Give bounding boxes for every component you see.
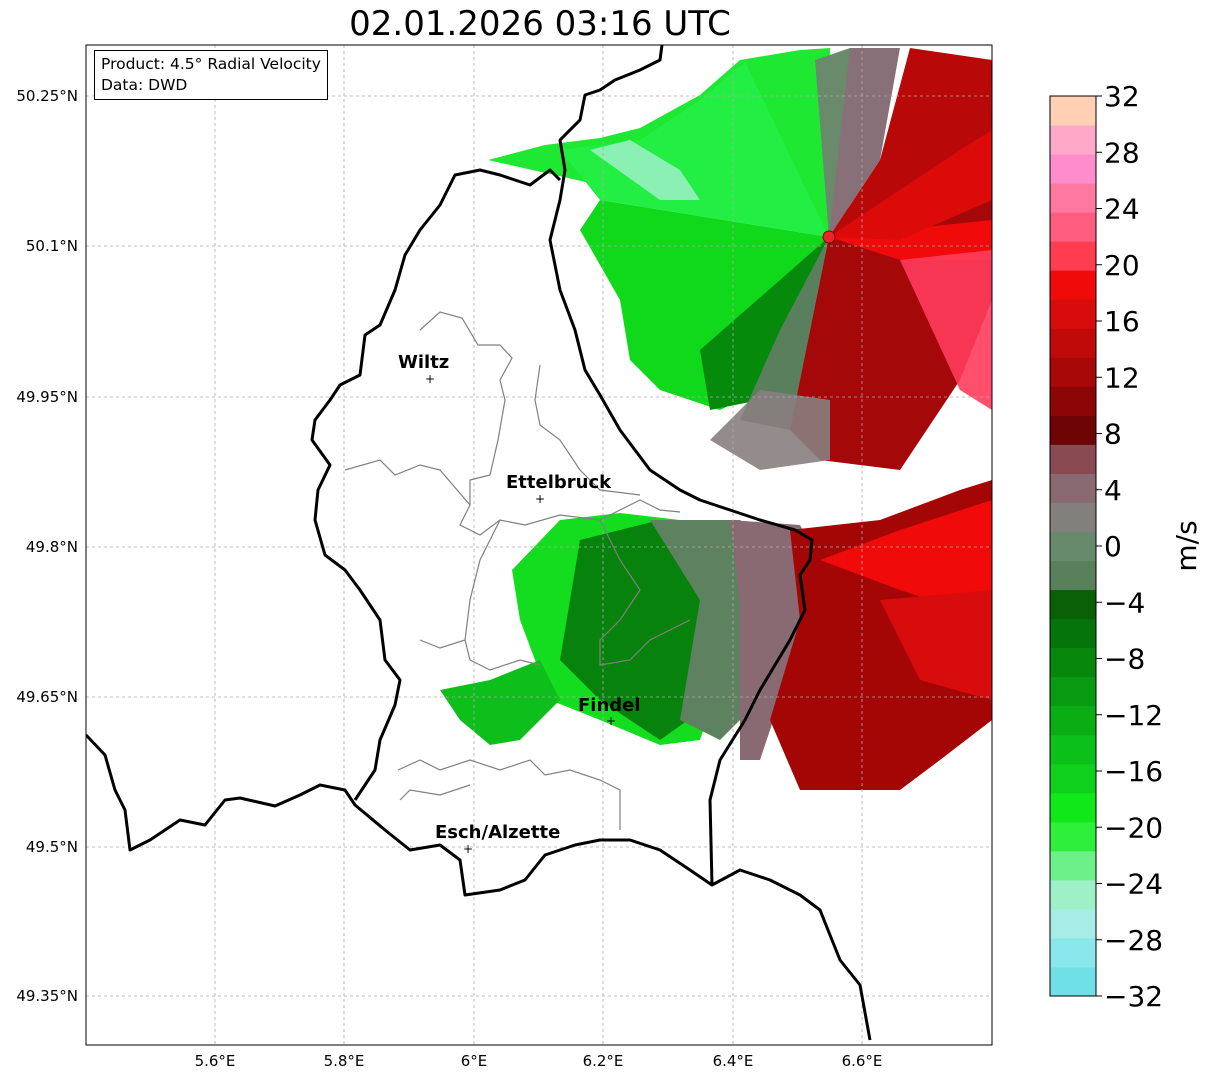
city-marker-wiltz: + (425, 372, 435, 386)
colorbar-tick-label: −20 (1104, 811, 1163, 844)
lon-tick: 6.6°E (842, 1052, 883, 1070)
city-marker-ettelbruck: + (535, 492, 545, 506)
colorbar-swatch (1050, 676, 1096, 707)
colorbar-swatch (1050, 299, 1096, 329)
city-marker-esch: + (463, 842, 473, 856)
colorbar-tick-label: 4 (1104, 474, 1122, 507)
data-source-label: Data: DWD (101, 76, 188, 94)
lat-tick: 50.1°N (26, 237, 78, 255)
city-label-ettelbruck: Ettelbruck (506, 472, 612, 493)
colorbar-swatch (1050, 241, 1096, 271)
lon-tick: 6°E (461, 1052, 488, 1070)
colorbar-tick-label: −24 (1104, 868, 1163, 901)
colorbar-swatch (1050, 966, 1096, 997)
colorbar-tick-label: 20 (1104, 249, 1140, 282)
lon-tick: 6.4°E (713, 1052, 754, 1070)
colorbar-swatch (1050, 589, 1096, 620)
colorbar-ticks: 32 28 24 20 16 12 8 4 0 −4 −8 −12 −16 −20 −24 −28 −32 (1096, 80, 1163, 1013)
colorbar-tick-label: 0 (1104, 530, 1122, 563)
radar-velocity-field (440, 48, 992, 790)
colorbar-frame (1049, 95, 1097, 997)
colorbar-swatch (1050, 357, 1096, 387)
radar-map[interactable]: Wiltz + Ettelbruck + Findel + Esch/Alzet… (0, 0, 1040, 1081)
colorbar-tick-label: 16 (1104, 305, 1140, 338)
colorbar-swatch (1050, 879, 1096, 910)
lat-tick: 50.25°N (16, 87, 78, 105)
lon-tick: 5.6°E (195, 1052, 236, 1070)
lon-tick: 6.2°E (583, 1052, 624, 1070)
colorbar-swatch (1050, 473, 1096, 503)
colorbar-swatch (1050, 270, 1096, 300)
colorbar-swatch (1050, 96, 1096, 126)
colorbar-swatch (1050, 444, 1096, 474)
colorbar-swatch (1050, 531, 1096, 562)
colorbar-swatch (1050, 415, 1096, 445)
colorbar-swatch (1050, 154, 1096, 184)
colorbar-swatch (1050, 560, 1096, 591)
longitude-tick-labels: 5.6°E 5.8°E 6°E 6.2°E 6.4°E 6.6°E (195, 1052, 883, 1070)
map-title: 02.01.2026 03:16 UTC (349, 4, 731, 44)
colorbar-tick-label: −4 (1104, 586, 1145, 619)
plot-frame (85, 44, 993, 1046)
lat-tick: 49.95°N (16, 388, 78, 406)
city-marker-findel: + (606, 714, 616, 728)
colorbar-swatch (1050, 705, 1096, 736)
city-label-findel: Findel (578, 695, 641, 716)
product-label: Product: 4.5° Radial Velocity (101, 55, 321, 73)
colorbar-swatch (1050, 647, 1096, 678)
colorbar-tick-label: 32 (1104, 80, 1140, 113)
radar-site-marker (822, 230, 836, 244)
colorbar-swatch (1050, 328, 1096, 358)
colorbar-swatch (1050, 850, 1096, 881)
product-info-box: Product: 4.5° Radial Velocity Data: DWD (94, 50, 328, 100)
colorbar-tick-label: 28 (1104, 136, 1140, 169)
colorbar-swatch (1050, 183, 1096, 213)
colorbar-swatch (1050, 908, 1096, 939)
colorbar-swatch (1050, 386, 1096, 416)
city-label-wiltz: Wiltz (398, 352, 449, 373)
colorbar-tick-label: 12 (1104, 361, 1140, 394)
colorbar-tick-label: 8 (1104, 418, 1122, 451)
lat-tick: 49.5°N (26, 838, 78, 856)
colorbar-tick-label: −28 (1104, 924, 1163, 957)
colorbar-swatch (1050, 792, 1096, 823)
lon-tick: 5.8°E (324, 1052, 365, 1070)
lat-tick: 49.65°N (16, 688, 78, 706)
canton-borders (344, 311, 691, 830)
colorbar-tick-label: −12 (1104, 699, 1163, 732)
city-markers: Wiltz + Ettelbruck + Findel + Esch/Alzet… (398, 352, 641, 856)
colorbar-tick-label: 24 (1104, 193, 1140, 226)
colorbar-swatch (1050, 125, 1096, 155)
latitude-tick-labels: 50.25°N 50.1°N 49.95°N 49.8°N 49.65°N 49… (16, 87, 78, 1005)
colorbar-swatch (1050, 937, 1096, 968)
colorbar-tick-label: −16 (1104, 755, 1163, 788)
colorbar-swatch (1050, 502, 1096, 532)
colorbar-unit-label: m/s (1170, 520, 1203, 571)
colorbar-swatch (1050, 763, 1096, 794)
colorbar-tick-label: −8 (1104, 643, 1145, 676)
colorbar-swatch (1050, 212, 1096, 242)
colorbar-tick-label: −32 (1104, 980, 1163, 1013)
lat-tick: 49.35°N (16, 987, 78, 1005)
colorbar-swatch (1050, 618, 1096, 649)
colorbar-swatch (1050, 821, 1096, 852)
colorbar-swatch (1050, 734, 1096, 765)
national-borders (86, 45, 872, 1041)
colorbar-swatches (1050, 96, 1096, 997)
lat-tick: 49.8°N (26, 538, 78, 556)
city-label-esch: Esch/Alzette (435, 822, 560, 843)
